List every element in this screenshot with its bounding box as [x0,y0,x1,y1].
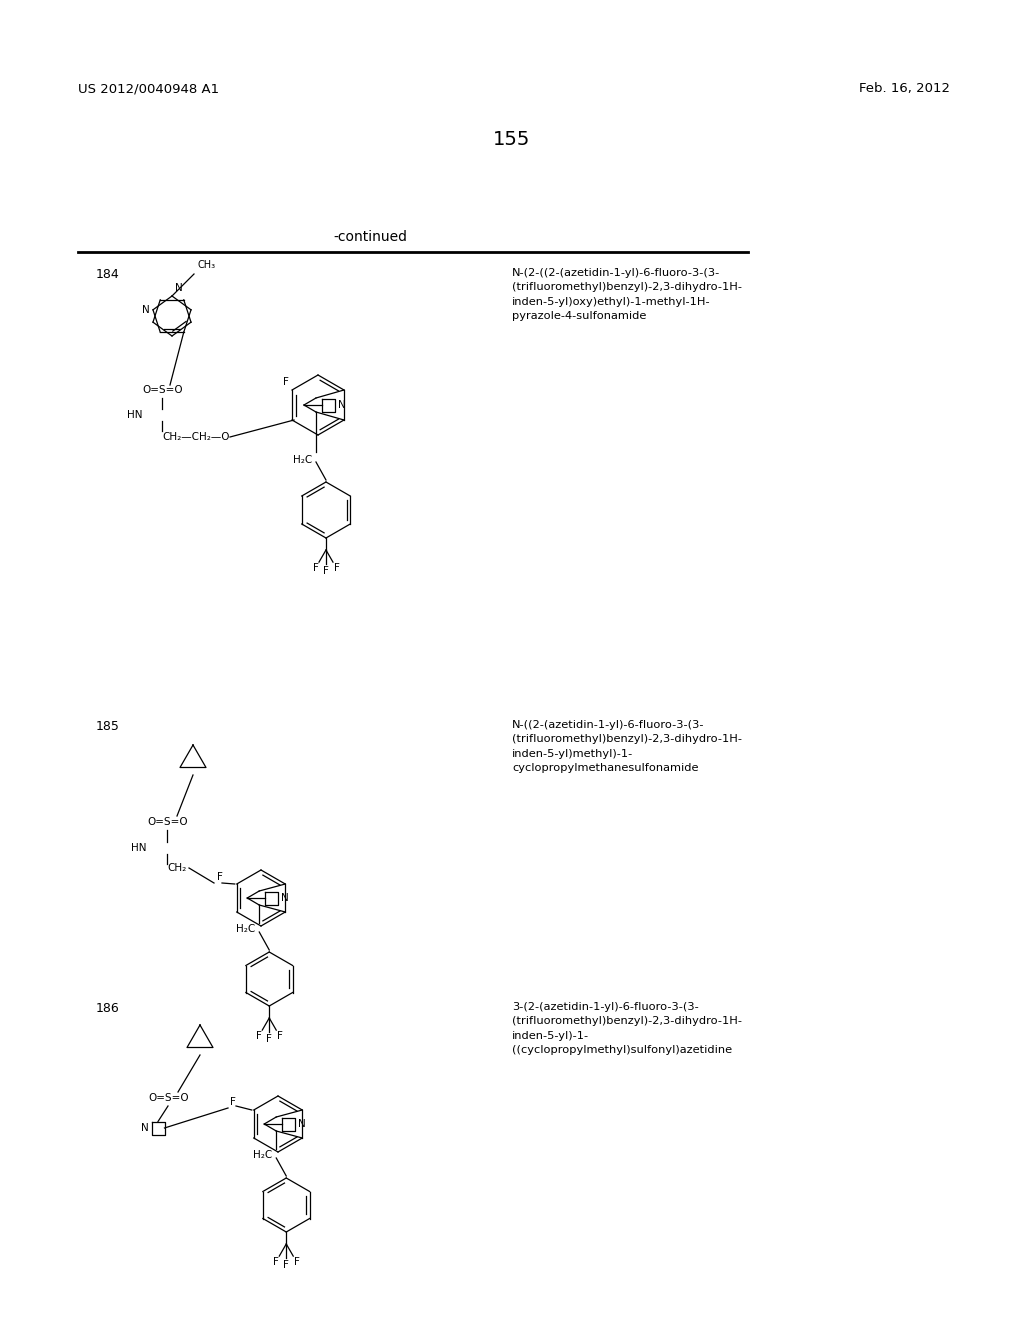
Text: F: F [256,1031,262,1041]
Text: N: N [298,1119,305,1129]
Text: 185: 185 [96,719,120,733]
Text: HN: HN [127,411,142,420]
Text: 184: 184 [96,268,120,281]
Text: N-(2-((2-(azetidin-1-yl)-6-fluoro-3-(3-
(trifluoromethyl)benzyl)-2,3-dihydro-1H-: N-(2-((2-(azetidin-1-yl)-6-fluoro-3-(3- … [512,268,742,321]
Text: CH₃: CH₃ [198,260,216,271]
Text: F: F [294,1257,300,1267]
Text: 3-(2-(azetidin-1-yl)-6-fluoro-3-(3-
(trifluoromethyl)benzyl)-2,3-dihydro-1H-
ind: 3-(2-(azetidin-1-yl)-6-fluoro-3-(3- (tri… [512,1002,742,1055]
Text: F: F [272,1257,279,1267]
Text: N-((2-(azetidin-1-yl)-6-fluoro-3-(3-
(trifluoromethyl)benzyl)-2,3-dihydro-1H-
in: N-((2-(azetidin-1-yl)-6-fluoro-3-(3- (tr… [512,719,742,774]
Text: N: N [142,305,150,314]
Text: F: F [334,564,339,573]
Text: N: N [339,400,346,411]
Text: F: F [323,566,329,576]
Text: -continued: -continued [333,230,407,244]
Text: H₂C: H₂C [236,924,255,935]
Text: 186: 186 [96,1002,120,1015]
Text: O=S=O: O=S=O [148,1093,188,1104]
Text: CH₂—CH₂—O: CH₂—CH₂—O [162,432,229,442]
Text: F: F [266,1034,272,1044]
Text: F: F [312,564,318,573]
Text: H₂C: H₂C [253,1150,272,1160]
Text: Feb. 16, 2012: Feb. 16, 2012 [859,82,950,95]
Text: F: F [284,1261,289,1270]
Text: N: N [175,282,182,293]
Text: O=S=O: O=S=O [147,817,187,828]
Text: HN: HN [131,843,147,853]
Text: US 2012/0040948 A1: US 2012/0040948 A1 [78,82,219,95]
Text: F: F [276,1031,283,1041]
Text: 155: 155 [494,129,530,149]
Text: H₂C: H₂C [293,455,312,465]
Text: F: F [230,1097,236,1107]
Text: F: F [284,378,289,387]
Text: O=S=O: O=S=O [142,385,182,395]
Text: F: F [217,873,223,882]
Text: N: N [281,894,289,903]
Text: CH₂: CH₂ [167,863,186,873]
Text: N: N [140,1123,148,1133]
